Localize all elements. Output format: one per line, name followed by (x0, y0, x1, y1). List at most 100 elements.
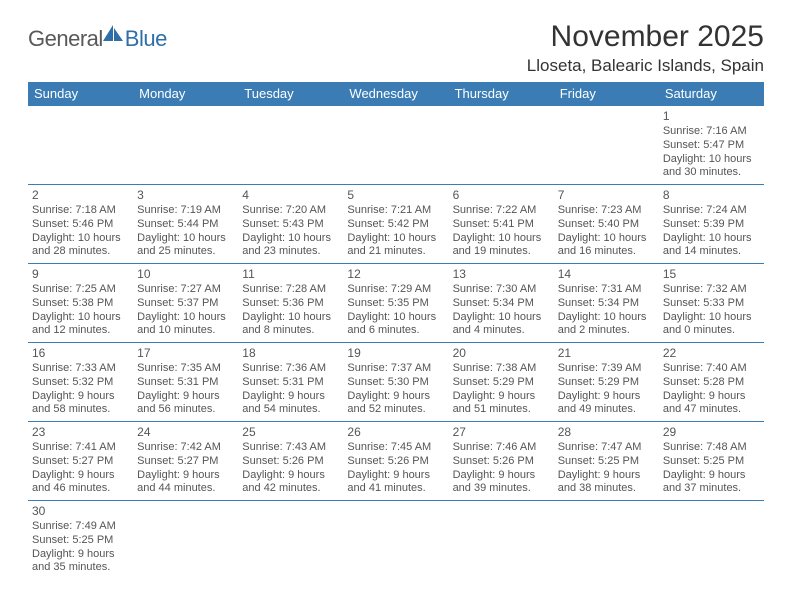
day-number: 3 (137, 188, 234, 203)
day-cell (133, 106, 238, 184)
daylight-line: Daylight: 10 hours and 23 minutes. (242, 232, 339, 260)
daylight-line: Daylight: 10 hours and 30 minutes. (663, 153, 760, 181)
day-cell: 25Sunrise: 7:43 AMSunset: 5:26 PMDayligh… (238, 422, 343, 500)
day-header-wed: Wednesday (343, 82, 448, 106)
day-header-sat: Saturday (659, 82, 764, 106)
day-number: 11 (242, 267, 339, 282)
sunrise-line: Sunrise: 7:31 AM (558, 283, 655, 297)
sunrise-line: Sunrise: 7:21 AM (347, 204, 444, 218)
day-cell: 9Sunrise: 7:25 AMSunset: 5:38 PMDaylight… (28, 264, 133, 342)
calendar: Sunday Monday Tuesday Wednesday Thursday… (28, 82, 764, 579)
day-cell: 28Sunrise: 7:47 AMSunset: 5:25 PMDayligh… (554, 422, 659, 500)
sunrise-line: Sunrise: 7:16 AM (663, 125, 760, 139)
day-number: 28 (558, 425, 655, 440)
sunrise-line: Sunrise: 7:37 AM (347, 362, 444, 376)
day-cell: 18Sunrise: 7:36 AMSunset: 5:31 PMDayligh… (238, 343, 343, 421)
sunrise-line: Sunrise: 7:38 AM (453, 362, 550, 376)
day-number: 13 (453, 267, 550, 282)
day-number: 29 (663, 425, 760, 440)
sunrise-line: Sunrise: 7:20 AM (242, 204, 339, 218)
day-number: 22 (663, 346, 760, 361)
daylight-line: Daylight: 9 hours and 58 minutes. (32, 390, 129, 418)
daylight-line: Daylight: 10 hours and 14 minutes. (663, 232, 760, 260)
sunset-line: Sunset: 5:39 PM (663, 218, 760, 232)
daylight-line: Daylight: 9 hours and 47 minutes. (663, 390, 760, 418)
sunset-line: Sunset: 5:25 PM (32, 534, 129, 548)
sunrise-line: Sunrise: 7:25 AM (32, 283, 129, 297)
sunrise-line: Sunrise: 7:30 AM (453, 283, 550, 297)
sunset-line: Sunset: 5:44 PM (137, 218, 234, 232)
day-cell: 21Sunrise: 7:39 AMSunset: 5:29 PMDayligh… (554, 343, 659, 421)
week-row: 9Sunrise: 7:25 AMSunset: 5:38 PMDaylight… (28, 264, 764, 343)
sunset-line: Sunset: 5:27 PM (32, 455, 129, 469)
sunrise-line: Sunrise: 7:33 AM (32, 362, 129, 376)
day-header-thu: Thursday (449, 82, 554, 106)
week-row: 1Sunrise: 7:16 AMSunset: 5:47 PMDaylight… (28, 106, 764, 185)
sunrise-line: Sunrise: 7:32 AM (663, 283, 760, 297)
day-cell: 22Sunrise: 7:40 AMSunset: 5:28 PMDayligh… (659, 343, 764, 421)
day-number: 5 (347, 188, 444, 203)
sunrise-line: Sunrise: 7:27 AM (137, 283, 234, 297)
day-number: 1 (663, 109, 760, 124)
sunset-line: Sunset: 5:37 PM (137, 297, 234, 311)
day-cell: 13Sunrise: 7:30 AMSunset: 5:34 PMDayligh… (449, 264, 554, 342)
day-cell: 30Sunrise: 7:49 AMSunset: 5:25 PMDayligh… (28, 501, 133, 579)
day-number: 10 (137, 267, 234, 282)
sunrise-line: Sunrise: 7:48 AM (663, 441, 760, 455)
daylight-line: Daylight: 9 hours and 49 minutes. (558, 390, 655, 418)
sail-icon (101, 23, 125, 43)
sunrise-line: Sunrise: 7:40 AM (663, 362, 760, 376)
day-header-tue: Tuesday (238, 82, 343, 106)
sunrise-line: Sunrise: 7:47 AM (558, 441, 655, 455)
day-header-sun: Sunday (28, 82, 133, 106)
sunset-line: Sunset: 5:26 PM (242, 455, 339, 469)
daylight-line: Daylight: 9 hours and 42 minutes. (242, 469, 339, 497)
day-cell (659, 501, 764, 579)
day-cell: 3Sunrise: 7:19 AMSunset: 5:44 PMDaylight… (133, 185, 238, 263)
day-cell (554, 501, 659, 579)
day-cell (238, 106, 343, 184)
day-cell: 10Sunrise: 7:27 AMSunset: 5:37 PMDayligh… (133, 264, 238, 342)
day-number: 17 (137, 346, 234, 361)
day-cell: 26Sunrise: 7:45 AMSunset: 5:26 PMDayligh… (343, 422, 448, 500)
day-cell: 27Sunrise: 7:46 AMSunset: 5:26 PMDayligh… (449, 422, 554, 500)
daylight-line: Daylight: 10 hours and 16 minutes. (558, 232, 655, 260)
daylight-line: Daylight: 10 hours and 19 minutes. (453, 232, 550, 260)
logo: General Blue (28, 26, 167, 52)
day-cell: 12Sunrise: 7:29 AMSunset: 5:35 PMDayligh… (343, 264, 448, 342)
daylight-line: Daylight: 9 hours and 39 minutes. (453, 469, 550, 497)
day-cell: 7Sunrise: 7:23 AMSunset: 5:40 PMDaylight… (554, 185, 659, 263)
day-number: 6 (453, 188, 550, 203)
sunset-line: Sunset: 5:40 PM (558, 218, 655, 232)
day-number: 7 (558, 188, 655, 203)
sunset-line: Sunset: 5:34 PM (453, 297, 550, 311)
week-row: 2Sunrise: 7:18 AMSunset: 5:46 PMDaylight… (28, 185, 764, 264)
sunset-line: Sunset: 5:26 PM (347, 455, 444, 469)
daylight-line: Daylight: 9 hours and 56 minutes. (137, 390, 234, 418)
day-cell (343, 501, 448, 579)
sunset-line: Sunset: 5:29 PM (558, 376, 655, 390)
sunset-line: Sunset: 5:25 PM (558, 455, 655, 469)
sunset-line: Sunset: 5:42 PM (347, 218, 444, 232)
sunrise-line: Sunrise: 7:35 AM (137, 362, 234, 376)
sunset-line: Sunset: 5:26 PM (453, 455, 550, 469)
sunrise-line: Sunrise: 7:29 AM (347, 283, 444, 297)
title-block: November 2025 Lloseta, Balearic Islands,… (527, 20, 764, 76)
sunset-line: Sunset: 5:33 PM (663, 297, 760, 311)
sunset-line: Sunset: 5:46 PM (32, 218, 129, 232)
daylight-line: Daylight: 10 hours and 28 minutes. (32, 232, 129, 260)
sunrise-line: Sunrise: 7:49 AM (32, 520, 129, 534)
sunset-line: Sunset: 5:43 PM (242, 218, 339, 232)
sunset-line: Sunset: 5:34 PM (558, 297, 655, 311)
logo-text-blue: Blue (125, 26, 167, 52)
sunrise-line: Sunrise: 7:18 AM (32, 204, 129, 218)
day-cell: 23Sunrise: 7:41 AMSunset: 5:27 PMDayligh… (28, 422, 133, 500)
daylight-line: Daylight: 10 hours and 8 minutes. (242, 311, 339, 339)
sunrise-line: Sunrise: 7:28 AM (242, 283, 339, 297)
daylight-line: Daylight: 10 hours and 4 minutes. (453, 311, 550, 339)
day-cell (449, 501, 554, 579)
weeks-container: 1Sunrise: 7:16 AMSunset: 5:47 PMDaylight… (28, 106, 764, 579)
day-number: 12 (347, 267, 444, 282)
day-header-row: Sunday Monday Tuesday Wednesday Thursday… (28, 82, 764, 106)
daylight-line: Daylight: 9 hours and 54 minutes. (242, 390, 339, 418)
